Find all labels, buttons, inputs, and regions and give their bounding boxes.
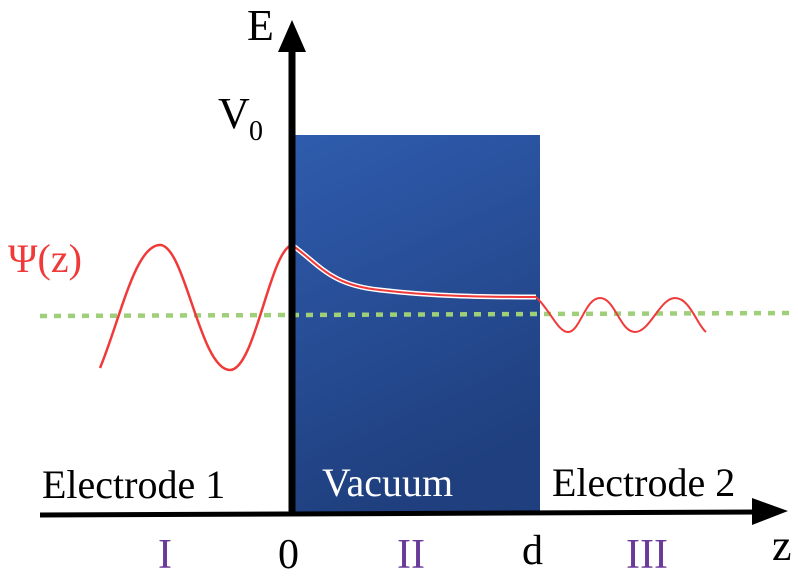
region-2-numeral: II [397,532,425,578]
position-axis-label: z [772,521,792,570]
barrier-end-tick-label: d [522,528,543,574]
region-1-numeral: I [158,532,172,578]
barrier-height-label: V [218,89,250,138]
vacuum-label: Vacuum [322,460,453,505]
vacuum-barrier [292,135,540,515]
electrode-2-label: Electrode 2 [552,460,735,505]
wavefunction-region-3 [535,296,707,334]
position-axis-arrowhead [752,498,788,525]
barrier-height-subscript: 0 [249,116,263,147]
energy-axis-arrowhead [278,20,306,52]
region-3-numeral: III [626,532,668,578]
origin-tick-label: 0 [278,532,299,578]
position-axis [39,509,761,518]
wavefunction-label: Ψ(z) [8,236,82,281]
electrode-1-label: Electrode 1 [42,462,225,507]
energy-axis-label: E [247,1,274,50]
wavefunction-region-2 [291,244,537,298]
wavefunction-region-1 [98,243,293,372]
